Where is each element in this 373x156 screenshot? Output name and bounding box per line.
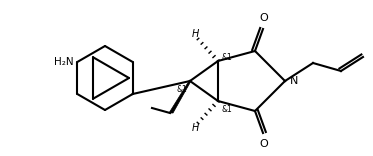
Text: N: N	[290, 76, 298, 86]
Text: H: H	[191, 29, 199, 39]
Text: &1: &1	[177, 85, 187, 93]
Text: O: O	[260, 13, 269, 23]
Polygon shape	[169, 81, 191, 113]
Text: H: H	[191, 123, 199, 133]
Text: O: O	[260, 139, 269, 149]
Text: &1: &1	[222, 54, 233, 63]
Text: H₂N: H₂N	[54, 57, 73, 67]
Text: &1: &1	[221, 105, 232, 114]
